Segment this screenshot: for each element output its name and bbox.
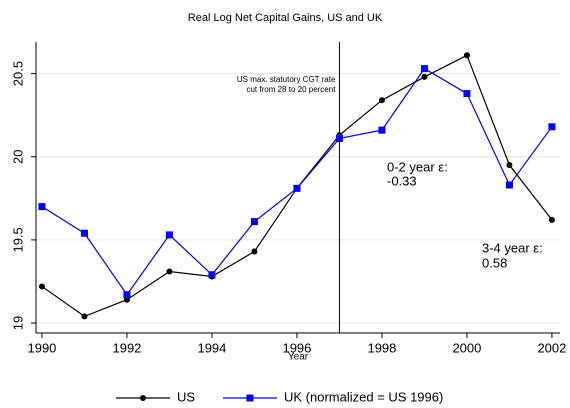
point [80,229,88,237]
point [250,218,258,226]
annotation: 3-4 year ε: [482,240,543,255]
point [506,162,513,169]
point [378,126,386,134]
legend-marker [140,395,146,401]
point [421,73,428,80]
point [505,181,513,189]
x-tick-label: 2000 [452,340,481,355]
annotation: -0.33 [387,173,417,188]
point [81,313,88,320]
point [123,291,131,299]
point [463,90,471,98]
x-tick-label: 2002 [537,340,566,355]
point [166,268,173,275]
point [420,65,428,73]
x-tick-label: 1996 [282,340,311,355]
annotation: US max. statutory CGT rate [237,75,336,84]
y-tick-label: 19 [10,316,25,330]
point [463,52,470,59]
point [548,216,555,223]
point [165,231,173,239]
annotation: 0-2 year ε: [387,159,448,174]
x-axis-label: Year [288,352,309,363]
point [293,184,301,192]
legend-label: US [177,389,195,404]
y-tick-label: 20.5 [10,61,25,86]
x-tick-label: 1998 [367,340,396,355]
point [38,203,46,211]
x-tick-label: 1994 [197,340,226,355]
y-tick-label: 19.5 [10,227,25,252]
legend-marker [246,394,254,402]
y-tick-label: 20 [10,150,25,164]
annotation: 0.58 [482,255,507,270]
x-tick-label: 1990 [27,340,56,355]
point [548,123,556,131]
series-line [41,67,553,296]
point [208,271,216,279]
point [378,97,385,104]
point [251,248,258,255]
x-tick-label: 1992 [112,340,141,355]
chart-title: Real Log Net Capital Gains, US and UK [188,12,383,24]
annotation: cut from 28 to 20 percent [246,85,336,94]
legend-label: UK (normalized = US 1996) [284,389,443,404]
point [38,283,45,290]
point [335,134,343,142]
